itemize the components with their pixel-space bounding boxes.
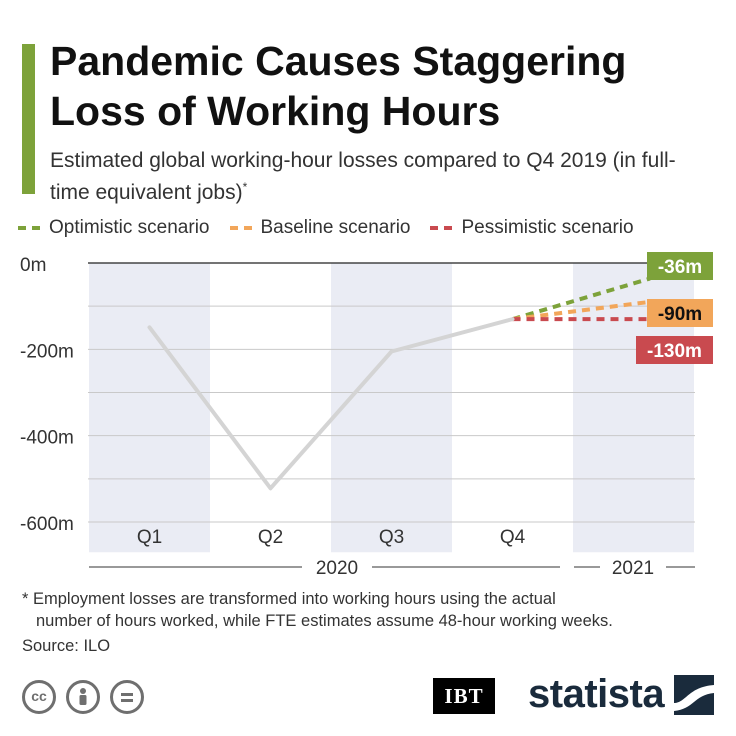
statista-wordmark: statista — [528, 672, 665, 716]
scenario-label-box-3 — [636, 336, 713, 364]
y-tick-label: -600m — [20, 514, 74, 535]
ibt-logo[interactable]: IBT — [433, 678, 495, 714]
y-tick-label: -400m — [20, 428, 74, 449]
column-band-1 — [89, 263, 210, 553]
legend-item-pessimistic: Pessimistic scenario — [430, 217, 634, 239]
year-label-2020: 2020 — [316, 558, 358, 579]
nd-icon[interactable] — [110, 680, 144, 714]
line-chart: 0m -200m -400m -600m Q1 Q2 Q3 Q4 2020 2021 -36m -90… — [20, 252, 713, 579]
source-note: Source: ILO — [22, 637, 111, 655]
scenario-value-label-1: -36m — [658, 257, 702, 278]
subtitle-text: Estimated global working-hour losses com… — [50, 149, 676, 204]
legend-label-baseline: Baseline scenario — [260, 217, 411, 238]
legend-label-optimistic: Optimistic scenario — [49, 217, 210, 238]
x-tick-label: Q2 — [258, 527, 283, 548]
x-tick-label: Q1 — [137, 527, 162, 548]
chart-subtitle: Estimated global working-hour losses com… — [50, 147, 710, 206]
statista-logo[interactable]: statista — [528, 672, 715, 717]
scenario-label-box-2 — [647, 299, 713, 327]
accent-bar — [22, 44, 35, 194]
legend-swatch-optimistic — [18, 226, 40, 230]
x-tick-label: Q4 — [500, 527, 526, 548]
subtitle-footnote-mark: * — [242, 180, 248, 194]
scenario-value-label-2: -90m — [658, 304, 702, 325]
footnote: * Employment losses are transformed into… — [22, 588, 722, 632]
by-icon[interactable] — [66, 680, 100, 714]
statista-mark-icon — [674, 674, 715, 715]
license-icons: cc — [22, 680, 154, 714]
cc-icon[interactable]: cc — [22, 680, 56, 714]
y-tick-label: 0m — [20, 255, 46, 276]
scenario-label-box-1 — [647, 252, 713, 280]
legend-swatch-pessimistic — [430, 226, 453, 230]
legend-label-pessimistic: Pessimistic scenario — [461, 217, 634, 238]
scenario-value-label-3: -130m — [647, 341, 702, 362]
column-band-2 — [331, 263, 452, 553]
footnote-line-2: number of hours worked, while FTE estima… — [36, 612, 613, 630]
footnote-line-1: * Employment losses are transformed into… — [22, 590, 556, 608]
scenario-line-1 — [511, 276, 651, 322]
legend-item-baseline: Baseline scenario — [229, 217, 411, 239]
scenario-line-2 — [512, 299, 651, 322]
year-label-2021: 2021 — [612, 558, 654, 579]
legend-item-optimistic: Optimistic scenario — [18, 217, 210, 239]
series-line-2020 — [147, 317, 515, 491]
y-tick-label: -200m — [20, 341, 74, 362]
page-title: Pandemic Causes Staggering Loss of Worki… — [50, 38, 627, 134]
chart-legend: Optimistic scenario Baseline scenario Pe… — [18, 215, 654, 241]
legend-swatch-baseline — [229, 226, 252, 230]
x-tick-label: Q3 — [379, 527, 404, 548]
